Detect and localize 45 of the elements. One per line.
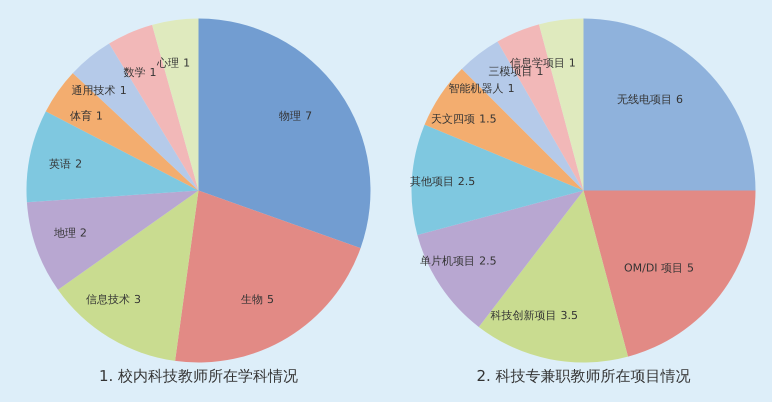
slice-label: 数学 — [124, 66, 146, 80]
pie-slice — [152, 18, 198, 190]
data-label: 2 — [75, 157, 82, 170]
data-label: 1 — [183, 56, 190, 70]
data-label: 1 — [96, 110, 103, 123]
slice-label: OM/DI 项目 — [624, 261, 684, 274]
slice-label: 生物 — [241, 292, 264, 306]
pie-slice — [26, 111, 198, 202]
data-label: 5 — [267, 292, 274, 306]
data-label: 1 — [150, 66, 157, 80]
pie-slice — [26, 190, 198, 290]
pie-slice — [412, 124, 584, 236]
data-label: 1 — [536, 65, 544, 78]
slice-label: 地理 — [52, 226, 76, 240]
slice-label: 体育 — [70, 110, 92, 123]
slice-label: 无线电项目 — [617, 92, 672, 106]
slice-label: 智能机器人 — [448, 82, 504, 95]
slice-label: 单片机项目 — [420, 254, 476, 268]
slice-label: 英语 — [49, 157, 72, 170]
data-label: 1 — [508, 82, 515, 95]
slice-label: 心理 — [156, 56, 180, 70]
text: 2. 科技专兼职教师所在项目情况 — [476, 367, 691, 385]
data-label: 1 — [568, 56, 576, 70]
data-label: 1 — [120, 84, 127, 98]
text: 1. 校内科技教师所在学科情况 — [98, 367, 298, 385]
slice-label: 信息技术 — [86, 292, 130, 306]
data-label: 1.5 — [479, 112, 497, 126]
data-label: 2 — [80, 226, 87, 240]
data-label: 6 — [676, 92, 684, 106]
slice-label: 通用技术 — [72, 84, 116, 98]
slice-label: 其他项目 — [410, 175, 454, 188]
pie-slice — [198, 18, 370, 248]
data-label: 5 — [687, 261, 694, 274]
pie-slice — [175, 190, 361, 362]
pie-slice — [584, 18, 756, 190]
slice-label: 天文四项 — [431, 112, 476, 126]
data-label: 2.5 — [479, 254, 497, 268]
data-label: 3.5 — [560, 309, 578, 322]
pie-slice — [584, 190, 756, 357]
slice-label: 科技创新项目 — [490, 309, 557, 322]
pie-slice — [417, 190, 584, 327]
data-label: 2.5 — [458, 175, 476, 188]
data-label: 7 — [305, 110, 312, 123]
data-label: 3 — [134, 292, 141, 306]
slice-label: 物理 — [279, 110, 302, 123]
